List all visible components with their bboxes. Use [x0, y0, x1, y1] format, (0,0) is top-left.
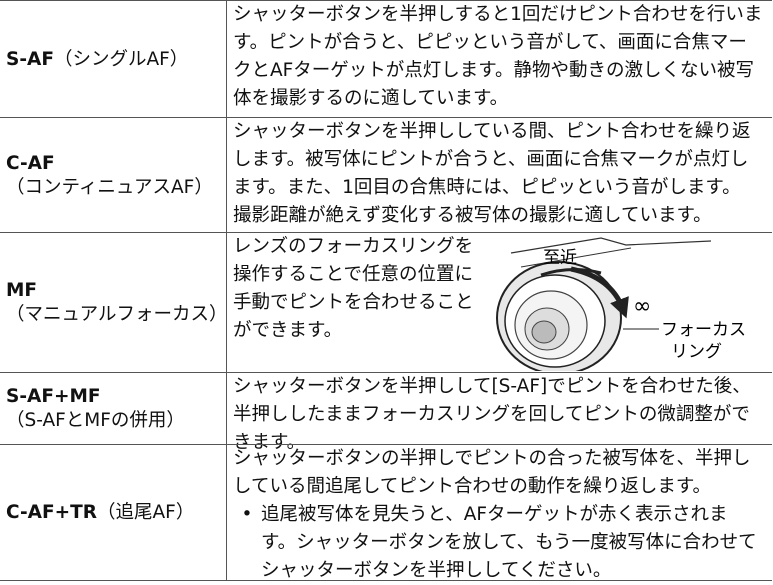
- table-row: S-AF（シングルAF） シャッターボタンを半押しすると1回だけピント合わせを行い…: [0, 0, 772, 118]
- ring-label: リング: [671, 342, 722, 362]
- table-row: C-AF+TR（追尾AF） シャッターボタンの半押しでピントの合った被写体を、半押…: [0, 444, 772, 581]
- desc-cell: シャッターボタンを半押しすると1回だけピント合わせを行いま す。ピントが合うと、ピ…: [227, 1, 772, 118]
- label-bold: MF: [6, 280, 38, 301]
- bullet-line: 追尾被写体を見失うと、AFターゲットが赤く表示されま: [261, 504, 728, 525]
- desc-cell: シャッターボタンを半押しして[S-AF]でピントを合わせた後、 半押ししたままフォ…: [227, 373, 772, 453]
- label-rest: （追尾AF）: [97, 501, 195, 523]
- label: C-AF+TR（追尾AF）: [6, 501, 194, 525]
- table-row: MF （マニュアルフォーカス） レンズのフォーカスリングを 操作することで任意の位置に…: [0, 232, 772, 373]
- desc-line: きます。: [233, 432, 306, 453]
- label: MF （マニュアルフォーカス）: [6, 279, 227, 327]
- desc-line: す。ピントが合うと、ピピッという音がして、画面に合焦マー: [233, 32, 747, 53]
- desc-line: 操作することで任意の位置に: [233, 264, 473, 285]
- label-cell: MF （マニュアルフォーカス）: [0, 233, 227, 373]
- label-cell: C-AF+TR（追尾AF）: [0, 445, 227, 580]
- bullet-line: シャッターボタンを半押ししてください。: [261, 560, 612, 581]
- desc-line: シャッターボタンを半押しすると1回だけピント合わせを行いま: [233, 4, 763, 25]
- bullet-line: す。シャッターボタンを放して、もう一度被写体に合わせて: [261, 532, 757, 553]
- label-rest: （S-AFとMFの併用）: [6, 410, 185, 431]
- label-cell: C-AF （コンティニュアスAF）: [0, 118, 227, 233]
- near-label: 至近: [543, 248, 577, 268]
- desc-line: している間追尾してピント合わせの動作を繰り返します。: [233, 476, 712, 497]
- label: C-AF （コンティニュアスAF）: [6, 152, 213, 200]
- label: S-AF+MF （S-AFとMFの併用）: [6, 385, 185, 433]
- desc-line: ます。また、1回目の合焦時には、ピピッという音がします。: [233, 177, 741, 198]
- desc-cell: シャッターボタンを半押ししている間、ピント合わせを繰り返 します。被写体にピントが…: [227, 118, 772, 233]
- desc-line: シャッターボタンの半押しでピントの合った被写体を、半押し: [233, 448, 751, 469]
- label-cell: S-AF+MF （S-AFとMFの併用）: [0, 373, 227, 445]
- bullet-text: 追尾被写体を見失うと、AFターゲットが赤く表示されます。シャッターボタンを放して…: [261, 501, 757, 585]
- ring-label: フォーカス: [661, 320, 746, 340]
- label-bold: C-AF: [6, 152, 55, 174]
- table-row: C-AF （コンティニュアスAF） シャッターボタンを半押ししている間、ピント合わせ…: [0, 117, 772, 233]
- label-bold: C-AF+TR: [6, 501, 98, 523]
- desc-cell: シャッターボタンの半押しでピントの合った被写体を、半押し している間追尾してピント…: [227, 445, 772, 581]
- desc-line: します。被写体にピントが合うと、画面に合焦マークが点灯し: [233, 149, 749, 170]
- label-bold: S-AF+MF: [6, 386, 101, 407]
- desc-line: 体を撮影するのに適しています。: [233, 88, 509, 109]
- desc-line: レンズのフォーカスリングを: [233, 236, 474, 257]
- table-row: S-AF+MF （S-AFとMFの併用） シャッターボタンを半押しして[S-AF]で…: [0, 372, 772, 453]
- bullet-item: • 追尾被写体を見失うと、AFターゲットが赤く表示されます。シャッターボタンを放し…: [233, 501, 772, 585]
- desc-line: 手動でピントを合わせること: [233, 292, 474, 313]
- desc-line: シャッターボタンを半押ししている間、ピント合わせを繰り返: [233, 121, 751, 142]
- desc-line: 半押ししたままフォーカスリングを回してピントの微調整がで: [233, 404, 750, 425]
- label-rest: （シングルAF）: [53, 48, 189, 70]
- desc-line: シャッターボタンを半押しして[S-AF]でピントを合わせた後、: [233, 376, 751, 397]
- label: S-AF（シングルAF）: [6, 48, 188, 72]
- label-bold: S-AF: [6, 48, 54, 70]
- desc-line: クとAFターゲットが点灯します。静物や動きの激しくない被写: [233, 60, 754, 81]
- label-rest: （マニュアルフォーカス）: [6, 304, 228, 325]
- bullet-mark: •: [241, 504, 253, 525]
- desc-cell: レンズのフォーカスリングを 操作することで任意の位置に 手動でピントを合わせることが…: [227, 233, 772, 373]
- desc-line: 撮影距離が絶えず変化する被写体の撮影に適しています。: [233, 205, 712, 226]
- label-rest: （コンティニュアスAF）: [6, 176, 213, 198]
- infinity-label: ∞: [633, 294, 651, 319]
- label-cell: S-AF（シングルAF）: [0, 1, 227, 118]
- lens-illustration: 至近 ∞ フォーカスリング: [496, 237, 746, 371]
- desc-line: ができます。: [233, 320, 343, 341]
